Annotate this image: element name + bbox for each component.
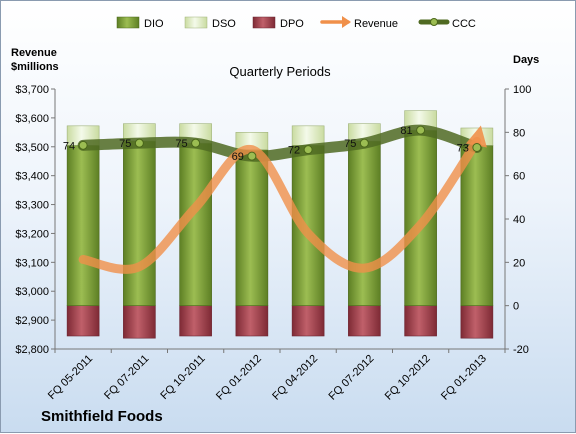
legend-label-ccc: CCC	[452, 18, 476, 30]
revenue-line	[78, 136, 482, 274]
x-tick-label: FQ 10-2011	[158, 353, 207, 402]
legend-label-dpo: DPO	[280, 18, 304, 30]
bar-dpo	[348, 305, 381, 337]
left-tick-label: $3,600	[15, 113, 49, 125]
ccc-data-label: 75	[119, 138, 131, 150]
legend-arrow-revenue	[342, 16, 351, 28]
legend-label-revenue: Revenue	[354, 18, 398, 30]
left-tick-label: $2,800	[15, 344, 49, 356]
left-tick-label: $3,000	[15, 286, 49, 298]
bar-dso	[291, 125, 325, 146]
legend-label-dio: DIO	[144, 18, 164, 30]
ccc-data-label: 75	[175, 138, 187, 150]
left-tick-label: $3,200	[15, 228, 49, 240]
x-tick-label: FQ 04-2012	[270, 353, 320, 403]
company-name: Smithfield Foods	[41, 408, 163, 425]
x-tick-label: FQ 01-2013	[439, 353, 489, 403]
bar-dio	[235, 149, 269, 306]
left-tick-label: $3,400	[15, 171, 49, 183]
revenue-arrowhead	[465, 125, 487, 148]
right-tick-label: 100	[513, 84, 531, 96]
legend-swatch-dio	[116, 16, 140, 29]
ccc-data-label: 75	[344, 138, 356, 150]
ccc-marker	[134, 138, 144, 148]
legend-label-dso: DSO	[212, 18, 236, 30]
bar-dio	[460, 145, 494, 306]
bar-dio	[348, 140, 381, 306]
ccc-marker	[78, 140, 88, 150]
right-tick-label: 40	[513, 214, 525, 226]
x-tick-label: FQ 10-2012	[383, 353, 433, 403]
bar-dpo	[404, 305, 437, 337]
legend-marker-ccc	[430, 18, 438, 26]
x-tick-label: FQ 01-2012	[214, 353, 264, 403]
right-tick-label: -20	[513, 344, 529, 356]
left-tick-label: $3,700	[15, 84, 49, 96]
ccc-marker	[472, 143, 482, 152]
right-tick-label: 80	[513, 127, 525, 139]
left-tick-label: $3,500	[15, 142, 49, 154]
ccc-marker	[191, 138, 201, 148]
chart-title: Quarterly Periods	[229, 64, 331, 79]
x-tick-label: FQ 07-2011	[102, 353, 151, 402]
bar-dpo	[123, 305, 156, 339]
bar-dpo	[460, 305, 494, 339]
bar-dio	[66, 145, 100, 306]
legend: DIO DSO DPO Revenue CCC	[116, 16, 476, 30]
ccc-marker	[359, 138, 369, 148]
x-tick-label: FQ 07-2012	[327, 353, 377, 403]
legend-swatch-dpo	[252, 16, 276, 29]
bar-dpo	[179, 305, 212, 337]
x-tick-label: FQ 05-2011	[46, 353, 95, 402]
ccc-data-label: 73	[457, 143, 469, 155]
ccc-marker	[247, 151, 257, 161]
plot-area: $2,800 $2,900 $3,000 $3,100 $3,200 $3,300 $3,4…	[15, 84, 531, 403]
ccc-data-label: 69	[232, 151, 244, 163]
right-tick-label: 0	[513, 301, 519, 313]
bar-dio	[123, 140, 156, 306]
right-axis-title: Days	[513, 54, 539, 66]
ccc-line	[77, 124, 483, 162]
right-tick-label: 20	[513, 257, 525, 269]
left-tick-label: $2,900	[15, 315, 49, 327]
left-axis-title-line2: $millions	[11, 61, 59, 73]
ccc-data-label: 74	[63, 140, 75, 152]
legend-swatch-dso	[184, 16, 208, 29]
ccc-data-label: 72	[288, 145, 300, 157]
bar-dpo	[235, 305, 269, 337]
ccc-marker	[416, 125, 426, 135]
ccc-marker	[303, 145, 313, 155]
left-tick-label: $3,300	[15, 200, 49, 212]
bar-dpo	[291, 305, 325, 337]
bar-dpo	[66, 305, 100, 337]
right-tick-label: 60	[513, 171, 525, 183]
ccc-data-label: 81	[400, 125, 412, 137]
left-axis-title-line1: Revenue	[11, 47, 57, 59]
left-tick-label: $3,100	[15, 257, 49, 269]
